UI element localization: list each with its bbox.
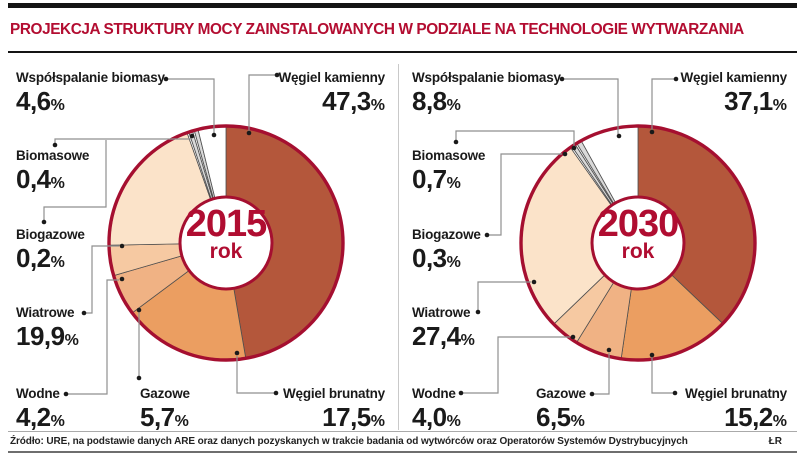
footer-credit: ŁR xyxy=(768,436,782,447)
value-number: 17,5 xyxy=(322,402,371,432)
percent-sign: % xyxy=(772,97,787,114)
percent-sign: % xyxy=(50,97,65,114)
center-year: 2015 xyxy=(185,203,268,245)
value-number: 27,4 xyxy=(412,321,461,351)
value-number: 0,7 xyxy=(412,164,447,194)
percent-sign: % xyxy=(50,254,65,271)
slice-value-wiatrowe-2030: 27,4% xyxy=(412,322,475,355)
slice-value-brunatny-2030: 15,2% xyxy=(648,403,787,436)
slice-label-wiatrowe-2015: Wiatrowe xyxy=(16,305,75,320)
slice-label-wiatrowe-2030: Wiatrowe xyxy=(412,305,471,320)
percent-sign: % xyxy=(446,254,461,271)
value-number: 8,8 xyxy=(412,86,447,116)
percent-sign: % xyxy=(174,413,189,430)
percent-sign: % xyxy=(370,413,385,430)
slice-value-gazowe-2015: 5,7% xyxy=(140,403,189,436)
value-number: 4,0 xyxy=(412,402,447,432)
slice-value-biogazowe-2015: 0,2% xyxy=(16,244,65,277)
slice-label-biogazowe-2030: Biogazowe xyxy=(412,227,481,242)
value-number: 6,5 xyxy=(536,402,571,432)
pie-center-label-2030: 2030 rok xyxy=(568,205,708,262)
slice-label-biogazowe-2015: Biogazowe xyxy=(16,227,85,242)
percent-sign: % xyxy=(64,332,79,349)
slice-value-wspolspalanie-2030: 8,8% xyxy=(412,87,461,120)
slice-label-wspolspalanie-2030: Współspalanie biomasy xyxy=(412,70,561,85)
top-rule-bar xyxy=(8,3,797,8)
percent-sign: % xyxy=(446,175,461,192)
value-number: 4,2 xyxy=(16,402,51,432)
slice-label-wodne-2030: Wodne xyxy=(412,386,456,401)
panel-divider-line xyxy=(398,64,399,430)
slice-value-brunatny-2015: 17,5% xyxy=(246,403,385,436)
percent-sign: % xyxy=(460,332,475,349)
footer-source-text: Źródło: URE, na podstawie danych ARE ora… xyxy=(10,436,688,447)
slice-value-kamienny-2030: 37,1% xyxy=(640,87,787,120)
slice-label-gazowe-2030: Gazowe xyxy=(536,386,586,401)
title-underline-rule xyxy=(8,51,797,53)
slice-label-brunatny-2030: Węgiel brunatny xyxy=(684,386,787,401)
value-number: 19,9 xyxy=(16,321,65,351)
value-number: 15,2 xyxy=(724,402,773,432)
slice-label-wodne-2015: Wodne xyxy=(16,386,60,401)
pie-center-label-2015: 2015 rok xyxy=(156,205,296,262)
value-number: 0,2 xyxy=(16,243,51,273)
percent-sign: % xyxy=(370,97,385,114)
slice-value-biogazowe-2030: 0,3% xyxy=(412,244,461,277)
percent-sign: % xyxy=(570,413,585,430)
percent-sign: % xyxy=(446,413,461,430)
percent-sign: % xyxy=(446,97,461,114)
page-title: PROJEKCJA STRUKTURY MOCY ZAINSTALOWANYCH… xyxy=(10,21,744,38)
slice-value-wspolspalanie-2015: 4,6% xyxy=(16,87,65,120)
center-year: 2030 xyxy=(597,203,680,245)
value-number: 0,3 xyxy=(412,243,447,273)
slice-label-brunatny-2015: Węgiel brunatny xyxy=(282,386,385,401)
value-number: 5,7 xyxy=(140,402,175,432)
slice-value-wiatrowe-2015: 19,9% xyxy=(16,322,79,355)
slice-value-kamienny-2015: 47,3% xyxy=(238,87,385,120)
value-number: 0,4 xyxy=(16,164,51,194)
percent-sign: % xyxy=(772,413,787,430)
slice-label-kamienny-2015: Węgiel kamienny xyxy=(278,70,385,85)
slice-label-gazowe-2015: Gazowe xyxy=(140,386,190,401)
slice-value-biomasowe-2030: 0,7% xyxy=(412,165,461,198)
footer-rule-top xyxy=(8,431,797,432)
slice-value-biomasowe-2015: 0,4% xyxy=(16,165,65,198)
slice-value-wodne-2015: 4,2% xyxy=(16,403,65,436)
slice-value-gazowe-2030: 6,5% xyxy=(536,403,585,436)
slice-label-biomasowe-2015: Biomasowe xyxy=(16,148,90,163)
center-unit: rok xyxy=(209,240,243,263)
footer-rule-bottom xyxy=(8,451,797,453)
value-number: 47,3 xyxy=(322,86,371,116)
value-number: 37,1 xyxy=(724,86,773,116)
slice-label-biomasowe-2030: Biomasowe xyxy=(412,148,486,163)
value-number: 4,6 xyxy=(16,86,51,116)
slice-value-wodne-2030: 4,0% xyxy=(412,403,461,436)
center-unit: rok xyxy=(621,240,655,263)
slice-label-kamienny-2030: Węgiel kamienny xyxy=(680,70,787,85)
percent-sign: % xyxy=(50,175,65,192)
slice-label-wspolspalanie-2015: Współspalanie biomasy xyxy=(16,70,165,85)
percent-sign: % xyxy=(50,413,65,430)
